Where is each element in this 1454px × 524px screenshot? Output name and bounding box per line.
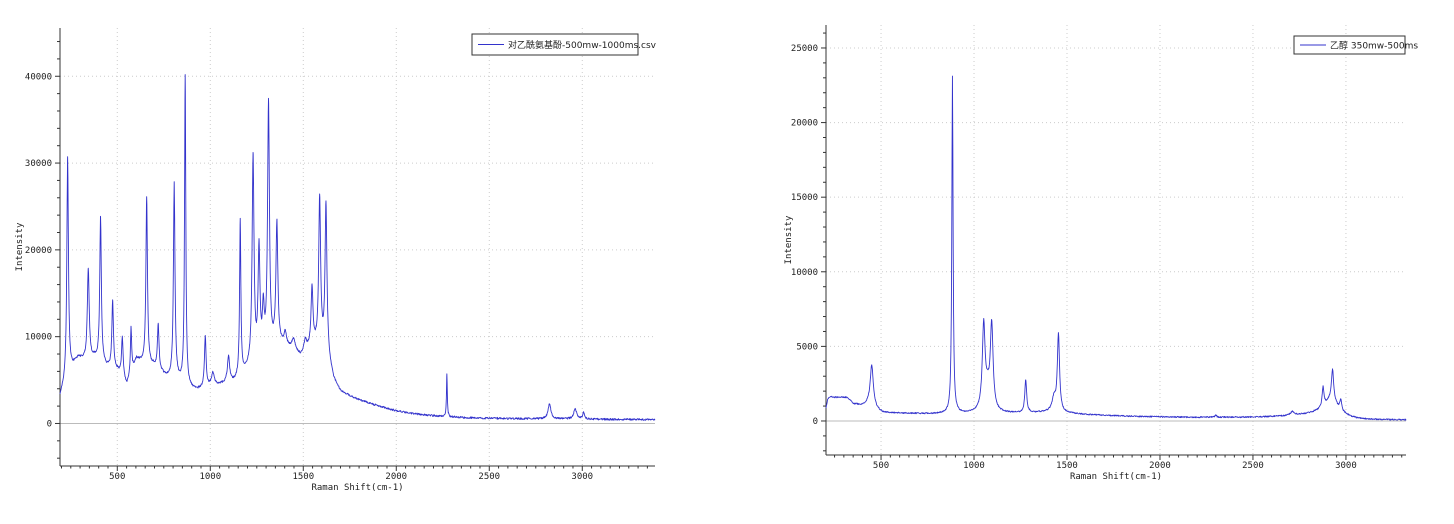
legend-box: [471, 33, 639, 56]
x-axis-label: Raman Shift(cm-1): [311, 483, 403, 493]
y-tick-label: 0: [813, 417, 818, 427]
y-tick-label: 20000: [791, 119, 818, 129]
x-tick-label: 2000: [385, 472, 407, 482]
y-tick-label: 15000: [791, 193, 818, 203]
x-tick-label: 1000: [963, 461, 985, 471]
raman-chart-left-svg: 500 1000 1500 2000 2500 300001000020000300004…: [15, 28, 657, 493]
y-axis-label: Intensity: [784, 215, 794, 264]
x-tick-label: 2500: [478, 472, 500, 482]
y-tick-label: 10000: [25, 333, 52, 343]
x-tick-label: 500: [873, 461, 889, 471]
legend-label: 乙醇 350mw-500ms: [1330, 40, 1418, 52]
raman-chart-right: 500 1000 1500 2000 2500 3000 0 5000 10000 15000 20…: [727, 0, 1454, 520]
y-axis-label: Intensity: [15, 222, 25, 271]
y-tick-label: 25000: [791, 44, 818, 54]
x-tick-label: 2000: [1149, 461, 1171, 471]
y-tick-label: 40000: [25, 72, 52, 82]
x-tick-label: 1500: [1056, 461, 1078, 471]
legend-box: [1293, 35, 1406, 55]
x-tick-label: 500: [109, 472, 125, 482]
x-tick-label: 3000: [571, 472, 593, 482]
x-tick-label: 1000: [199, 472, 221, 482]
spectrum-line: [59, 74, 656, 421]
y-tick-label: 0: [47, 419, 52, 429]
spectrum-line: [825, 75, 1407, 421]
raman-chart-right-svg: 500 1000 1500 2000 2500 3000 0 5000 10000 15000 20…: [784, 25, 1418, 482]
y-tick-label: 5000: [796, 342, 818, 352]
raman-chart-left: 500 1000 1500 2000 2500 3000 0 10000 20000 30000 4…: [0, 0, 727, 520]
x-axis-label: Raman Shift(cm-1): [1070, 472, 1162, 482]
legend-label: 对乙酰氨基酚-500mw-1000ms.csv: [508, 39, 657, 51]
x-tick-label: 3000: [1335, 461, 1357, 471]
x-tick-label: 2500: [1242, 461, 1264, 471]
y-tick-label: 10000: [791, 268, 818, 278]
y-tick-label: 20000: [25, 246, 52, 256]
y-tick-label: 30000: [25, 159, 52, 169]
x-tick-label: 1500: [292, 472, 314, 482]
